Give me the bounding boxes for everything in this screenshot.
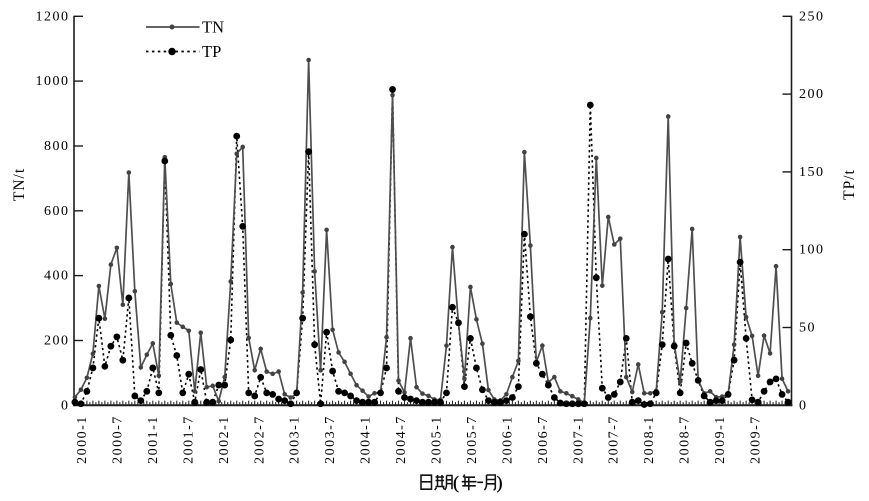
svg-text:2005-7: 2005-7: [465, 415, 480, 464]
svg-text:2008-7: 2008-7: [678, 415, 693, 464]
svg-text:2003-1: 2003-1: [288, 415, 303, 464]
svg-text:2004-1: 2004-1: [359, 415, 374, 464]
svg-text:2009-7: 2009-7: [749, 415, 764, 464]
svg-text:): ): [497, 473, 503, 493]
svg-text:2006-7: 2006-7: [536, 415, 551, 464]
svg-text:2002-1: 2002-1: [217, 415, 232, 464]
svg-text:2003-7: 2003-7: [323, 415, 338, 464]
svg-text:TP: TP: [202, 42, 221, 61]
svg-text:2006-1: 2006-1: [500, 415, 515, 464]
svg-text:2002-7: 2002-7: [252, 415, 267, 464]
svg-text:100: 100: [799, 243, 825, 258]
svg-text:200: 200: [44, 334, 70, 349]
svg-text:2004-7: 2004-7: [394, 415, 409, 464]
svg-text:0: 0: [799, 398, 808, 413]
svg-text:2009-1: 2009-1: [713, 415, 728, 464]
svg-text:(: (: [453, 473, 459, 493]
svg-text:150: 150: [799, 165, 825, 180]
svg-text:TN: TN: [202, 18, 224, 37]
svg-text:600: 600: [44, 204, 70, 219]
svg-text:400: 400: [44, 269, 70, 284]
svg-text:250: 250: [799, 9, 825, 24]
svg-text:2000-1: 2000-1: [75, 415, 90, 464]
svg-text:800: 800: [44, 139, 70, 154]
svg-text:1000: 1000: [36, 74, 70, 89]
svg-text:2001-1: 2001-1: [146, 415, 161, 464]
svg-text:2008-1: 2008-1: [642, 415, 657, 464]
svg-text:2001-7: 2001-7: [181, 415, 196, 464]
svg-text:TP/t: TP/t: [841, 169, 858, 200]
svg-text:200: 200: [799, 87, 825, 102]
svg-text:2005-1: 2005-1: [430, 415, 445, 464]
svg-text:1200: 1200: [36, 9, 70, 24]
svg-text:2000-7: 2000-7: [111, 415, 126, 464]
svg-text:2007-1: 2007-1: [571, 415, 586, 464]
svg-text:0: 0: [61, 398, 70, 413]
svg-text:TN/t: TN/t: [11, 168, 28, 201]
svg-text:50: 50: [799, 321, 816, 336]
svg-text:2007-7: 2007-7: [607, 415, 622, 464]
